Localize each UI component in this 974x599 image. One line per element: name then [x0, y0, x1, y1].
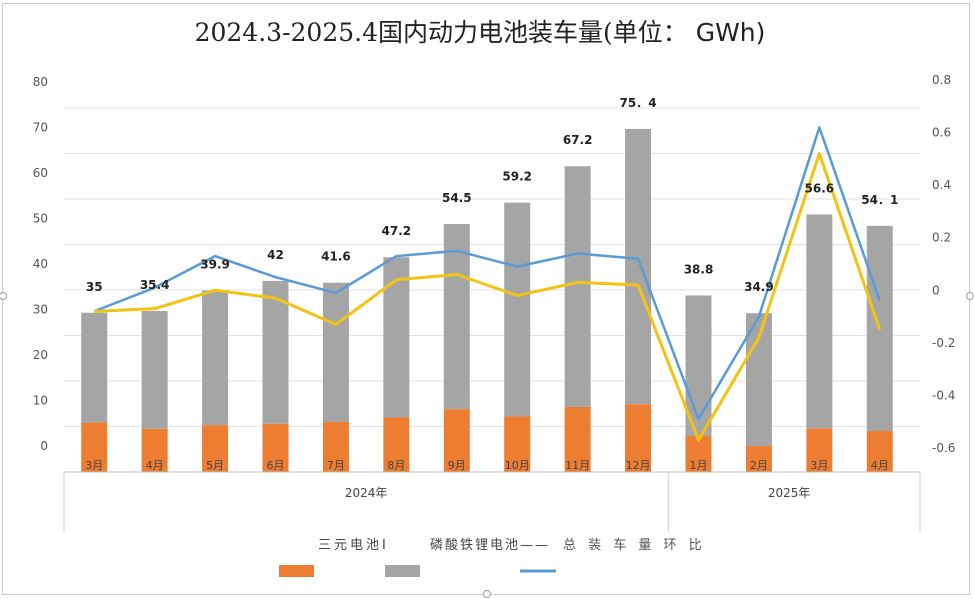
- left-axis-tick-label: 10: [33, 394, 48, 408]
- left-axis-tick-label: 60: [33, 166, 48, 180]
- bar-ternary: [866, 431, 893, 472]
- chart-title-unit: GWh): [695, 18, 766, 47]
- x-axis-month-label: 4月: [871, 459, 889, 472]
- mom-line-series: [93, 126, 881, 421]
- x-axis-month-label: 10月: [505, 459, 530, 472]
- bar-lfp: [564, 166, 591, 407]
- left-axis-tick-label: 50: [33, 212, 48, 226]
- bar-lfp: [504, 202, 531, 417]
- total-data-label: 34.9: [744, 280, 774, 294]
- total-data-label: 35.4: [140, 278, 170, 292]
- x-axis-month-label: 7月: [327, 459, 345, 472]
- left-axis-tick-label: 80: [33, 75, 48, 89]
- bar-lfp: [443, 224, 470, 410]
- total-data-label: 67.2: [563, 133, 593, 147]
- right-axis-tick-label: 0.8: [932, 73, 951, 87]
- bar-lfp: [322, 282, 349, 422]
- x-axis-month-label: 8月: [387, 459, 405, 472]
- total-data-label: 41.6: [321, 250, 351, 264]
- bar-ternary: [443, 409, 470, 472]
- total-data-label: 54．1: [861, 193, 898, 207]
- bar-ternary: [141, 428, 168, 472]
- x-axis: 3月 4月 5月 6月 7月 8月 9月 10月 11月 12月 1月 2月 3月 4月 2024年 2025…: [63, 459, 921, 532]
- bar-lfp: [262, 280, 289, 424]
- bar-ternary: [322, 421, 349, 472]
- line-series: [93, 126, 882, 442]
- bar-ternary: [685, 436, 712, 472]
- total-data-label: 35: [86, 280, 103, 294]
- total-data-label: 42: [267, 248, 284, 262]
- chart-title: 2024.3-2025.4国内动力电池装车量(单位： GWh): [0, 13, 960, 49]
- x-axis-month-label: 11月: [565, 459, 590, 472]
- x-axis-year-label: 2024年: [345, 486, 388, 500]
- yellow-line-series: [94, 152, 882, 442]
- left-axis-tick-label: 40: [33, 257, 48, 271]
- right-axis-tick-label: 0.2: [932, 231, 951, 245]
- x-axis-month-label: 4月: [146, 459, 164, 472]
- total-data-label: 39.9: [200, 257, 230, 271]
- bar-ternary: [262, 423, 289, 472]
- right-axis-tick-label: 0.4: [932, 178, 951, 192]
- bar-ternary: [564, 406, 591, 472]
- resize-handle-bottom[interactable]: [483, 590, 491, 598]
- x-axis-month-label: 9月: [448, 459, 466, 472]
- x-axis-month-label: 3月: [85, 459, 103, 472]
- x-axis-month-label: 12月: [626, 459, 651, 472]
- left-axis-tick-label: 20: [33, 348, 48, 362]
- bar-ternary: [504, 416, 531, 472]
- bar-ternary: [202, 425, 229, 472]
- right-axis-tick-label: -0.2: [932, 336, 955, 350]
- left-axis-ticks: 0 10 20 30 40 50 60 70 80: [33, 75, 48, 453]
- left-axis-tick-label: 0: [40, 439, 48, 453]
- bar-ternary: [81, 422, 108, 472]
- resize-handle-left[interactable]: [0, 292, 7, 300]
- bar-lfp: [685, 295, 712, 437]
- x-axis-month-label: 5月: [206, 459, 224, 472]
- chart-title-main: 2024.3-2025.4国内动力电池装车量(单位：: [194, 18, 688, 47]
- total-data-label: 47.2: [382, 224, 412, 238]
- x-axis-month-label: 1月: [690, 459, 708, 472]
- x-axis-month-label: 6月: [267, 459, 285, 472]
- bar-lfp: [141, 310, 168, 429]
- x-axis-year-label: 2025年: [768, 486, 811, 500]
- bar-ternary: [383, 417, 410, 472]
- bar-lfp: [806, 214, 833, 429]
- total-data-label: 38.8: [684, 262, 714, 276]
- bar-lfp: [202, 290, 229, 426]
- right-axis-tick-label: -0.4: [932, 388, 955, 402]
- bar-lfp: [625, 128, 652, 405]
- bar-ternary: [745, 446, 772, 472]
- right-axis-tick-label: -0.6: [932, 441, 955, 455]
- total-data-label: 75．4: [620, 96, 657, 110]
- right-axis-tick-label: 0: [932, 283, 940, 297]
- right-axis-tick-label: 0.6: [932, 126, 951, 140]
- left-axis-tick-label: 70: [33, 121, 48, 135]
- right-axis-ticks: -0.6 -0.4 -0.2 0 0.2 0.4 0.6 0.8: [932, 73, 955, 455]
- bar-lfp: [81, 312, 108, 423]
- total-data-label: 59.2: [502, 170, 532, 184]
- bar-lfp: [383, 257, 410, 418]
- bar-series: [81, 128, 893, 472]
- data-labels: 35 35.4 39.9 42 41.6 47.2 54.5 59.2 67.2 75．4 38.8…: [86, 96, 898, 294]
- x-axis-month-label: 3月: [810, 459, 828, 472]
- x-axis-month-label: 2月: [750, 459, 768, 472]
- total-data-label: 56.6: [805, 181, 835, 195]
- left-axis-tick-label: 30: [33, 303, 48, 317]
- bar-ternary: [625, 404, 652, 472]
- bar-ternary: [806, 428, 833, 472]
- total-data-label: 54.5: [442, 191, 472, 205]
